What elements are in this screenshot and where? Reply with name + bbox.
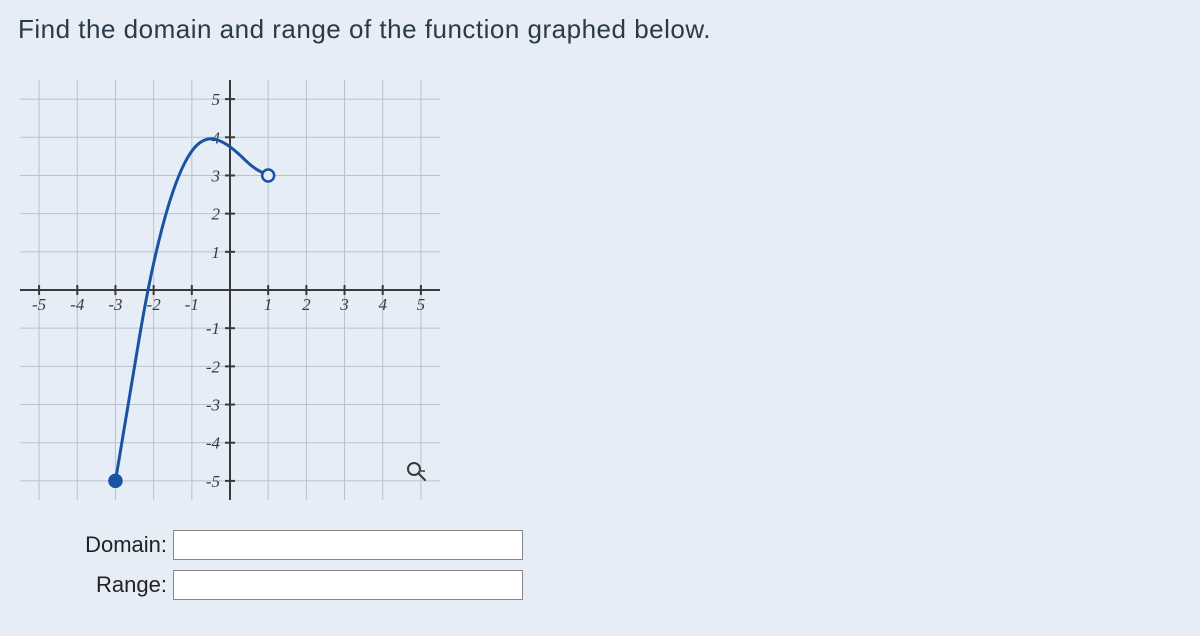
- svg-text:-1: -1: [206, 319, 220, 338]
- svg-text:-2: -2: [147, 295, 162, 314]
- svg-text:-4: -4: [206, 434, 221, 453]
- svg-text:1: 1: [212, 243, 221, 262]
- svg-text:2: 2: [302, 295, 311, 314]
- svg-text:2: 2: [212, 205, 221, 224]
- svg-text:3: 3: [211, 166, 221, 185]
- range-input[interactable]: [173, 570, 523, 600]
- svg-text:3: 3: [339, 295, 349, 314]
- svg-text:4: 4: [378, 295, 387, 314]
- magnifier-icon[interactable]: [405, 460, 427, 482]
- svg-text:-5: -5: [206, 472, 220, 491]
- svg-text:1: 1: [264, 295, 273, 314]
- svg-text:-3: -3: [108, 295, 122, 314]
- domain-input[interactable]: [173, 530, 523, 560]
- svg-text:-5: -5: [32, 295, 46, 314]
- svg-text:-3: -3: [206, 396, 220, 415]
- domain-label: Domain:: [75, 532, 167, 558]
- svg-text:-1: -1: [185, 295, 199, 314]
- range-label: Range:: [75, 572, 167, 598]
- svg-text:5: 5: [417, 295, 426, 314]
- svg-text:-4: -4: [70, 295, 85, 314]
- svg-text:5: 5: [212, 90, 221, 109]
- function-chart: -5-4-3-2-112345-5-4-3-2-112345: [20, 80, 440, 500]
- question-text: Find the domain and range of the functio…: [18, 14, 711, 45]
- svg-text:-2: -2: [206, 357, 221, 376]
